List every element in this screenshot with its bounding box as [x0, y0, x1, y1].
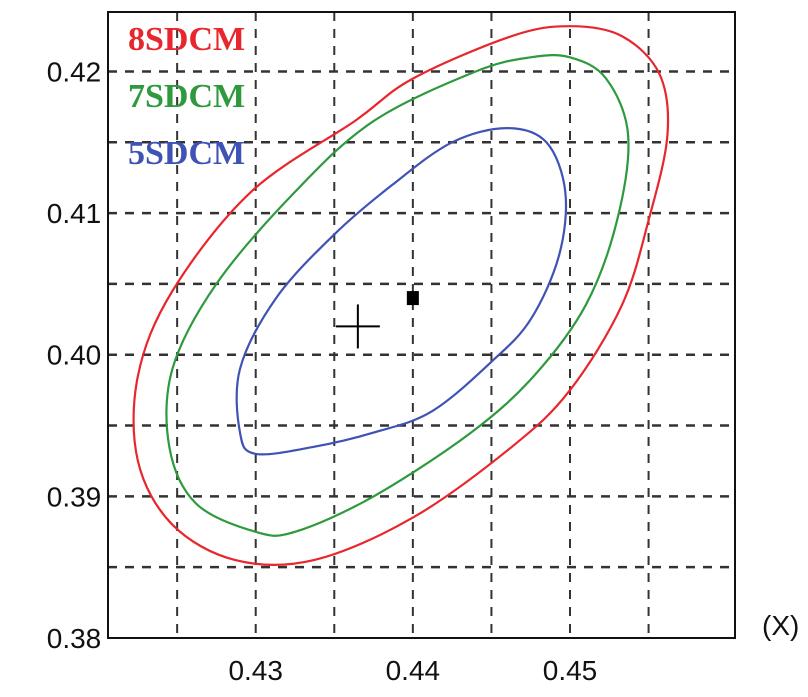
x-tick-label: 0.43: [228, 655, 283, 686]
cross-marker: [335, 304, 380, 349]
x-axis-label: (X): [762, 610, 799, 641]
marker-layer: [335, 291, 419, 349]
legend-item-7sdcm: 7SDCM: [128, 78, 245, 115]
series-layer: [132, 25, 670, 567]
ellipse-7sdcm: [165, 54, 630, 537]
y-tick-label: 0.40: [47, 340, 102, 371]
legend: 8SDCM 7SDCM 5SDCM: [128, 21, 245, 172]
ellipse-5sdcm: [235, 126, 568, 456]
plot-frame: [107, 11, 736, 639]
square-marker: [406, 291, 419, 306]
x-tick-labels: 0.43 0.44 0.45: [228, 655, 597, 686]
legend-item-8sdcm: 8SDCM: [128, 21, 245, 58]
y-tick-label: 0.42: [47, 56, 102, 87]
x-tick-label: 0.44: [386, 655, 441, 686]
legend-item-5sdcm: 5SDCM: [128, 135, 245, 172]
y-tick-label: 0.38: [47, 623, 102, 654]
grid-layer: [108, 12, 735, 638]
x-tick-label: 0.45: [543, 655, 598, 686]
y-tick-label: 0.39: [47, 481, 102, 512]
y-tick-labels: 0.38 0.39 0.40 0.41 0.42: [47, 56, 102, 654]
y-tick-label: 0.41: [47, 198, 102, 229]
ellipse-8sdcm: [132, 25, 670, 567]
